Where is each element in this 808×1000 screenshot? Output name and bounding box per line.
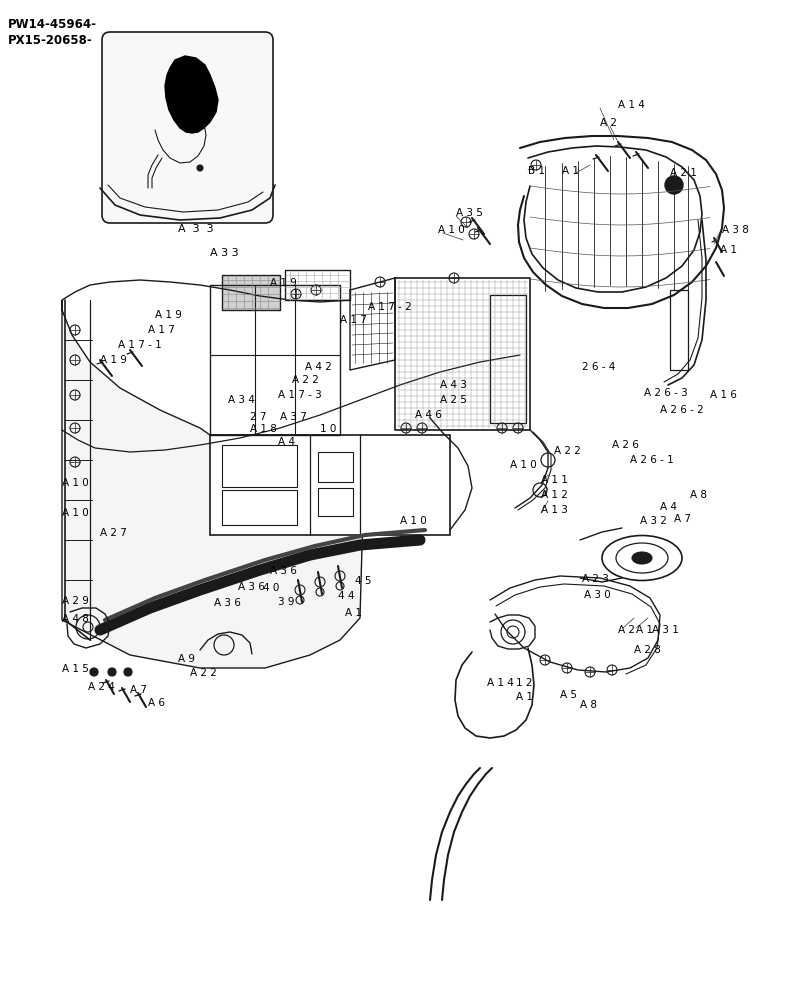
- Text: A 4: A 4: [278, 437, 295, 447]
- Text: A 3 6: A 3 6: [270, 566, 297, 576]
- Text: A 3 6: A 3 6: [238, 582, 265, 592]
- Text: A 1: A 1: [562, 166, 579, 176]
- Text: A 2 7: A 2 7: [100, 528, 127, 538]
- Text: A 2 6 - 2: A 2 6 - 2: [660, 405, 704, 415]
- Bar: [222, 490, 297, 525]
- Text: A 1 4: A 1 4: [487, 678, 514, 688]
- Text: A 2 2: A 2 2: [554, 446, 581, 456]
- FancyBboxPatch shape: [102, 32, 273, 223]
- Text: A 4 3: A 4 3: [440, 380, 467, 390]
- Text: A 2: A 2: [618, 625, 635, 635]
- Bar: [318, 488, 353, 516]
- Text: A 1 0: A 1 0: [400, 516, 427, 526]
- Text: A 1 0: A 1 0: [62, 478, 89, 488]
- Text: A 1 0: A 1 0: [438, 225, 465, 235]
- Text: A  3  3: A 3 3: [179, 224, 214, 234]
- Text: A 1: A 1: [636, 625, 653, 635]
- Text: 1 2: 1 2: [516, 678, 532, 688]
- Text: A 4 6: A 4 6: [415, 410, 442, 420]
- Text: A 1 3: A 1 3: [541, 505, 568, 515]
- Text: A 2 4: A 2 4: [88, 682, 115, 692]
- Text: A 3 4: A 3 4: [228, 395, 255, 405]
- Text: A 2 6: A 2 6: [612, 440, 639, 450]
- Text: A 7: A 7: [674, 514, 691, 524]
- Bar: [285, 270, 350, 300]
- Circle shape: [108, 668, 116, 676]
- Text: A 2 6 - 3: A 2 6 - 3: [644, 388, 688, 398]
- Text: A 2 5: A 2 5: [440, 395, 467, 405]
- Bar: [222, 275, 280, 310]
- Text: PW14-45964-: PW14-45964-: [8, 18, 97, 31]
- Text: A 1 5: A 1 5: [62, 664, 89, 674]
- Text: A 2 3: A 2 3: [582, 574, 609, 584]
- Circle shape: [665, 176, 683, 194]
- Text: A 5: A 5: [560, 690, 577, 700]
- Text: A 1 9: A 1 9: [155, 310, 182, 320]
- Text: A 1 1: A 1 1: [541, 475, 568, 485]
- Polygon shape: [165, 56, 218, 133]
- Text: 2 7: 2 7: [250, 412, 267, 422]
- Text: A 3 2: A 3 2: [640, 516, 667, 526]
- Text: A 3 5: A 3 5: [456, 208, 483, 218]
- Text: 4 5: 4 5: [355, 576, 372, 586]
- Text: 3 9: 3 9: [278, 597, 294, 607]
- Circle shape: [90, 668, 98, 676]
- Text: A 1: A 1: [720, 245, 737, 255]
- Bar: [210, 435, 450, 535]
- Text: A 1 4: A 1 4: [618, 100, 645, 110]
- Text: A 2 6 - 1: A 2 6 - 1: [630, 455, 674, 465]
- Bar: [670, 290, 688, 370]
- Text: A 3 0: A 3 0: [584, 590, 611, 600]
- Circle shape: [197, 165, 203, 171]
- Text: 1 0: 1 0: [320, 424, 336, 434]
- Ellipse shape: [632, 552, 652, 564]
- Text: A 8: A 8: [690, 490, 707, 500]
- Text: A 2 8: A 2 8: [634, 645, 661, 655]
- Text: A 8: A 8: [580, 700, 597, 710]
- Text: A 1 0: A 1 0: [62, 508, 89, 518]
- Text: A 2 1: A 2 1: [670, 168, 696, 178]
- Text: A 3 7: A 3 7: [280, 412, 307, 422]
- Text: A 7: A 7: [130, 685, 147, 695]
- Text: A 1: A 1: [516, 692, 533, 702]
- Text: A 1 2: A 1 2: [541, 490, 568, 500]
- Text: A 1: A 1: [345, 608, 362, 618]
- Text: B 1: B 1: [528, 166, 545, 176]
- Text: A 9: A 9: [178, 654, 195, 664]
- Text: A 2: A 2: [600, 118, 617, 128]
- Text: A 3 8: A 3 8: [722, 225, 749, 235]
- Text: A 2 9: A 2 9: [62, 596, 89, 606]
- Text: A 2 2: A 2 2: [292, 375, 319, 385]
- Text: A 1 9: A 1 9: [270, 278, 297, 288]
- Bar: [490, 295, 526, 423]
- Text: A 4 8: A 4 8: [62, 614, 89, 624]
- Text: A 1 6: A 1 6: [710, 390, 737, 400]
- Text: A 1 7 - 2: A 1 7 - 2: [368, 302, 412, 312]
- Text: 2 6 - 4: 2 6 - 4: [582, 362, 616, 372]
- Text: 4 0: 4 0: [263, 583, 280, 593]
- Text: PX15-20658-: PX15-20658-: [8, 34, 93, 47]
- Bar: [318, 452, 353, 482]
- Text: A 1 7: A 1 7: [148, 325, 175, 335]
- Text: A 1 0: A 1 0: [510, 460, 537, 470]
- Circle shape: [124, 668, 132, 676]
- Text: A 3 3: A 3 3: [210, 248, 238, 258]
- Text: A 1 7: A 1 7: [340, 315, 367, 325]
- Text: A 4 2: A 4 2: [305, 362, 332, 372]
- Text: A 4: A 4: [660, 502, 677, 512]
- Text: A 1 7 - 1: A 1 7 - 1: [118, 340, 162, 350]
- Text: A 1 7 - 3: A 1 7 - 3: [278, 390, 322, 400]
- Text: A 2 2: A 2 2: [190, 668, 217, 678]
- Text: 4 4: 4 4: [338, 591, 355, 601]
- Text: A 3 1: A 3 1: [652, 625, 679, 635]
- Text: A 1 8: A 1 8: [250, 424, 277, 434]
- Text: A 3 6: A 3 6: [214, 598, 241, 608]
- Polygon shape: [62, 300, 365, 668]
- Text: A 1 9: A 1 9: [100, 355, 127, 365]
- Bar: [222, 445, 297, 487]
- Text: A 6: A 6: [148, 698, 165, 708]
